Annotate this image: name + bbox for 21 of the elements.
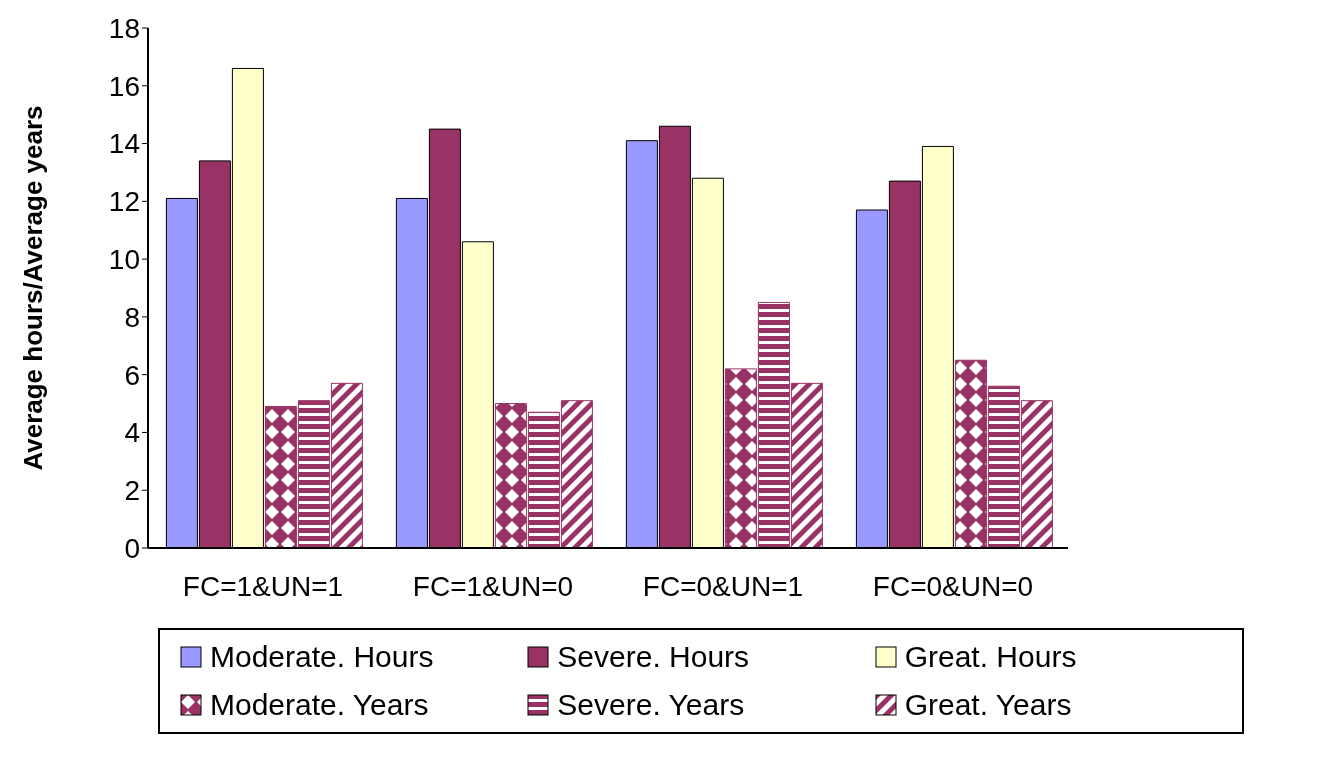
y-tick-label: 18 <box>108 12 140 44</box>
x-tick-label: FC=1&UN=1 <box>182 570 344 602</box>
legend-label: Severe. Hours <box>557 640 750 674</box>
legend-label: Great. Hours <box>904 640 1077 674</box>
y-tick-label: 2 <box>124 475 140 507</box>
legend-label: Moderate. Years <box>210 688 429 722</box>
y-tick-label: 16 <box>108 70 140 102</box>
y-tick-label: 6 <box>124 359 140 391</box>
y-axis-title: Average hours/Average years <box>18 105 49 471</box>
y-tick-label: 0 <box>124 532 140 564</box>
legend-label: Severe. Years <box>557 688 745 722</box>
y-tick-label: 8 <box>124 301 140 333</box>
legend-label: Great. Years <box>904 688 1072 722</box>
x-tick-label: FC=1&UN=0 <box>412 570 574 602</box>
legend-label: Moderate. Hours <box>210 640 434 674</box>
y-tick-label: 14 <box>108 128 140 160</box>
y-tick-label: 4 <box>124 417 140 449</box>
x-tick-label: FC=0&UN=1 <box>642 570 804 602</box>
x-tick-label: FC=0&UN=0 <box>872 570 1034 602</box>
y-tick-label: 10 <box>108 244 140 276</box>
y-tick-label: 12 <box>108 186 140 218</box>
